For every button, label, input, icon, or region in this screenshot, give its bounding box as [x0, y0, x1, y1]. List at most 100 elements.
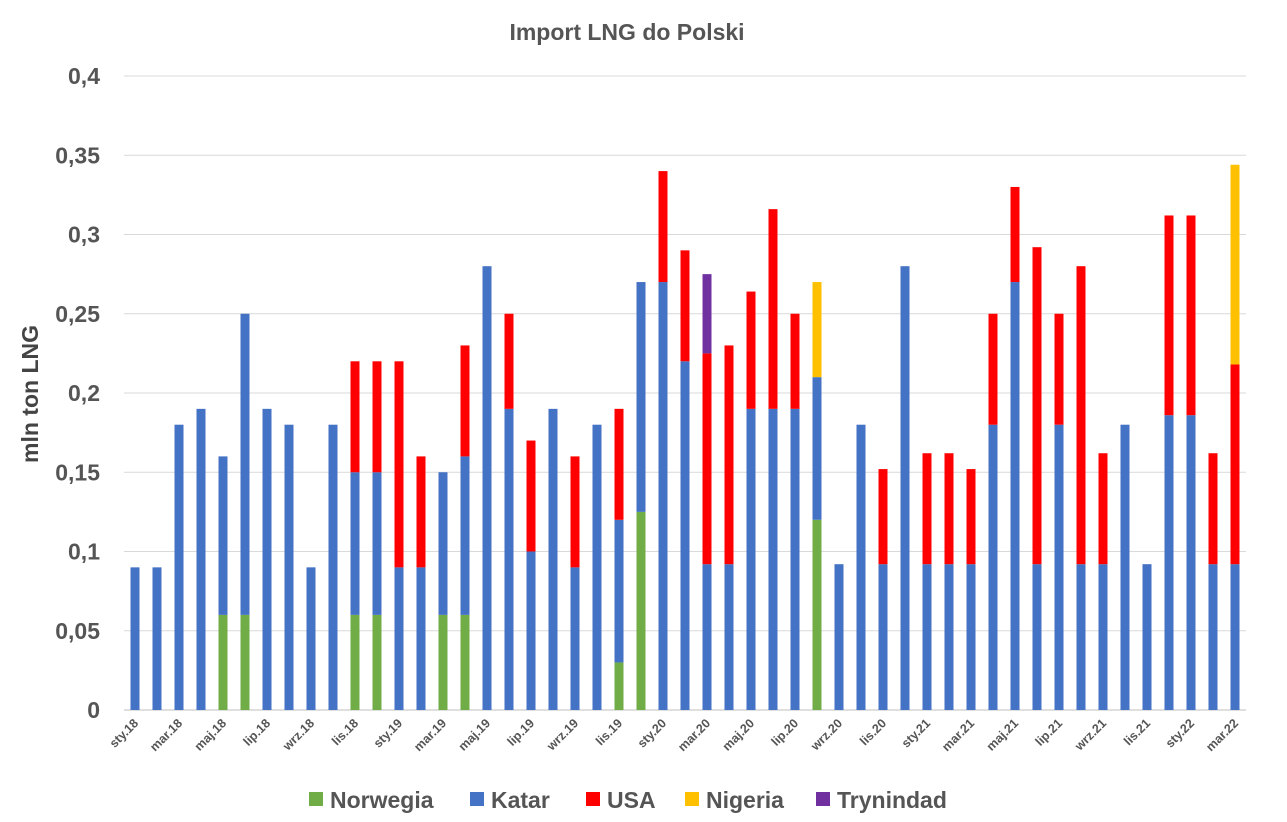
- x-tick-label: maj.20: [720, 716, 757, 753]
- bar-segment-katar-lis.18: [350, 472, 360, 615]
- x-axis-ticks: sty.18 mar.18 maj.18 lip.18 wrz.18 lis.18 sty.…: [107, 716, 1241, 754]
- bar-segment-usa-mar.21: [966, 469, 976, 565]
- bar-segment-usa-sty.19: [394, 361, 404, 568]
- bar-segment-katar-cze.18: [240, 313, 250, 615]
- x-tick-label: mar.21: [939, 716, 977, 754]
- bar-segment-katar-cze.20: [768, 408, 778, 710]
- bar-segment-nigeria-sie.20: [812, 282, 822, 378]
- bar-segment-usa-gru.18: [372, 361, 382, 473]
- bar-segment-usa-kwi.20: [724, 345, 734, 565]
- legend-swatch-usa: [586, 792, 600, 806]
- x-tick-label: wrz.21: [1071, 716, 1109, 754]
- legend-swatch-trynindad: [816, 792, 830, 806]
- bar-segment-usa-lut.20: [680, 250, 690, 362]
- bar-segment-katar-cze.21: [1032, 564, 1042, 710]
- bar-segment-usa-maj.21: [1010, 186, 1020, 283]
- bar-segment-norwegia-gru.18: [372, 614, 382, 710]
- bar-segment-usa-wrz.21: [1098, 453, 1108, 565]
- bar-segment-katar-sty.21: [922, 564, 932, 710]
- bar-segment-usa-kwi.21: [988, 313, 998, 425]
- x-tick-label: lis.21: [1121, 716, 1153, 748]
- bar-segment-usa-mar.20: [702, 353, 712, 565]
- bar-segment-katar-lut.21: [944, 564, 954, 710]
- x-tick-label: mar.18: [147, 716, 185, 754]
- bar-segment-katar-wrz.19: [570, 567, 580, 710]
- legend-swatch-katar: [470, 792, 484, 806]
- bar-segment-katar-sty.18: [130, 567, 140, 710]
- y-tick-label: 0,15: [55, 459, 100, 485]
- bar-segment-katar-maj.18: [218, 456, 228, 615]
- y-tick-label: 0,2: [68, 380, 100, 406]
- bar-segment-katar-kwi.19: [460, 456, 470, 615]
- x-tick-label: sty.19: [371, 716, 405, 750]
- bar-segment-usa-mar.22: [1230, 364, 1240, 565]
- chart-title: Import LNG do Polski: [509, 19, 744, 45]
- bar-segment-norwegia-lis.19: [614, 662, 624, 710]
- bar-segment-katar-cze.19: [504, 408, 514, 710]
- bar-segment-norwegia-mar.19: [438, 614, 448, 710]
- bar-segment-norwegia-gru.19: [636, 511, 646, 711]
- bar-segment-katar-lip.21: [1054, 424, 1064, 710]
- y-tick-label: 0: [87, 697, 100, 723]
- x-tick-label: maj.21: [984, 716, 1021, 753]
- bar-segment-katar-mar.20: [702, 564, 712, 710]
- bar-segment-katar-wrz.20: [834, 564, 844, 710]
- bar-segment-usa-wrz.19: [570, 456, 580, 568]
- x-tick-label: mar.22: [1203, 716, 1241, 754]
- bar-segment-usa-sty.20: [658, 171, 668, 283]
- legend-label-trynindad: Trynindad: [837, 787, 947, 813]
- y-tick-label: 0,35: [55, 142, 100, 168]
- x-tick-label: lis.19: [593, 716, 625, 748]
- x-tick-label: wrz.20: [807, 716, 845, 754]
- legend-label-usa: USA: [607, 787, 656, 813]
- x-tick-label: lip.19: [505, 716, 538, 749]
- x-tick-label: sty.21: [899, 716, 933, 750]
- bar-segment-usa-sty.21: [922, 453, 932, 565]
- legend-label-katar: Katar: [491, 787, 550, 813]
- y-axis-label: mln ton LNG: [17, 325, 43, 463]
- bar-segment-katar-lip.18: [262, 408, 272, 710]
- bar-segment-usa-cze.19: [504, 313, 514, 409]
- y-tick-label: 0,05: [55, 618, 100, 644]
- bar-segment-usa-lis.20: [878, 469, 888, 565]
- bar-segment-katar-lut.22: [1208, 564, 1218, 710]
- bar-segment-usa-sty.22: [1186, 215, 1196, 416]
- bar-segment-katar-mar.21: [966, 564, 976, 710]
- bar-segment-katar-lut.18: [152, 567, 162, 710]
- bar-segment-usa-lut.19: [416, 456, 426, 568]
- bar-segment-katar-sie.18: [284, 424, 294, 710]
- bar-segment-katar-wrz.21: [1098, 564, 1108, 710]
- bar-segment-usa-cze.21: [1032, 247, 1042, 565]
- bar-segment-katar-kwi.21: [988, 424, 998, 710]
- bar-segment-katar-gru.20: [900, 266, 910, 710]
- bar-segment-norwegia-kwi.19: [460, 614, 470, 710]
- bar-segment-katar-lip.19: [526, 551, 536, 710]
- x-tick-label: mar.20: [675, 716, 713, 754]
- bar-segment-katar-paź.18: [328, 424, 338, 710]
- bar-segment-usa-cze.20: [768, 209, 778, 409]
- x-tick-label: lis.20: [857, 716, 889, 748]
- bar-segment-katar-gru.21: [1164, 415, 1174, 710]
- bar-segment-katar-mar.22: [1230, 564, 1240, 710]
- bar-segment-usa-kwi.19: [460, 345, 470, 457]
- x-tick-label: wrz.19: [543, 716, 581, 754]
- x-tick-label: maj.18: [192, 716, 229, 753]
- bar-segment-nigeria-mar.22: [1230, 164, 1240, 365]
- bar-segment-katar-paź.20: [856, 424, 866, 710]
- bar-segment-katar-mar.18: [174, 424, 184, 710]
- bar-segment-katar-kwi.20: [724, 564, 734, 710]
- y-tick-label: 0,3: [68, 222, 100, 248]
- bar-segment-katar-paź.19: [592, 424, 602, 710]
- bar-segment-usa-lut.21: [944, 453, 954, 565]
- legend-swatch-nigeria: [685, 792, 699, 806]
- bar-segment-usa-lip.21: [1054, 313, 1064, 425]
- y-tick-label: 0,1: [68, 539, 100, 565]
- bar-segment-katar-maj.19: [482, 266, 492, 710]
- bar-segment-katar-kwi.18: [196, 408, 206, 710]
- bar-segment-katar-sty.19: [394, 567, 404, 710]
- x-tick-label: maj.19: [456, 716, 493, 753]
- y-tick-label: 0,25: [55, 301, 100, 327]
- bar-segment-usa-gru.21: [1164, 215, 1174, 416]
